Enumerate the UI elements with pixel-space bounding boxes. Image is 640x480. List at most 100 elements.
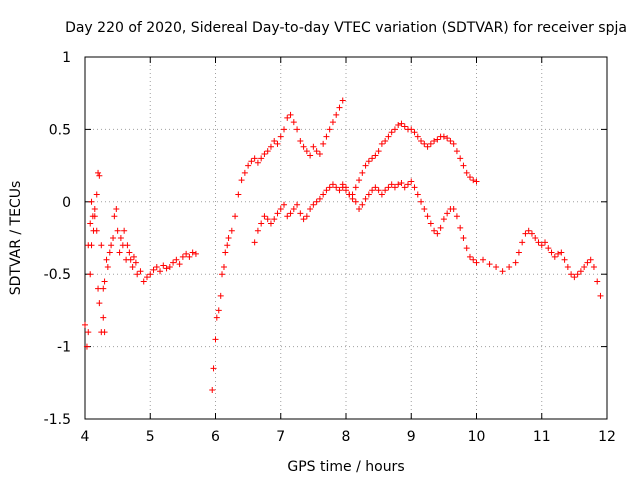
data-point [147, 271, 154, 278]
data-point [418, 198, 425, 205]
data-point [388, 129, 395, 136]
data-point [437, 224, 444, 231]
data-point [339, 97, 346, 104]
data-point [213, 314, 220, 321]
data-point [294, 201, 301, 208]
data-point [127, 256, 134, 263]
data-point [90, 227, 97, 234]
data-point [466, 174, 473, 181]
data-point [153, 263, 160, 270]
data-point [362, 162, 369, 169]
data-point [217, 292, 224, 299]
data-point [254, 227, 261, 234]
data-point [444, 135, 451, 142]
data-point [274, 140, 281, 147]
data-point [329, 181, 336, 188]
data-point [121, 227, 128, 234]
data-point [584, 259, 591, 266]
data-point [137, 268, 144, 275]
data-point [116, 249, 123, 256]
data-point [132, 259, 139, 266]
y-tick-label: 0.5 [49, 122, 71, 138]
data-point [96, 300, 103, 307]
data-point [424, 143, 431, 150]
data-point [108, 242, 115, 249]
data-point [528, 230, 535, 237]
data-point [235, 191, 242, 198]
x-tick-label: 7 [276, 429, 285, 445]
data-point [431, 137, 438, 144]
data-point [313, 198, 320, 205]
data-point [284, 114, 291, 121]
data-point [571, 274, 578, 281]
data-point [245, 162, 252, 169]
data-point [545, 245, 552, 252]
series-segment-lower-arc [251, 178, 604, 299]
data-point [209, 387, 216, 394]
data-point [219, 271, 226, 278]
data-point [134, 271, 141, 278]
data-point [378, 191, 385, 198]
data-point [313, 148, 320, 155]
y-axis-title: SDTVAR / TECUs [8, 181, 24, 296]
data-point [538, 242, 545, 249]
data-point [106, 249, 113, 256]
x-tick-label: 12 [598, 429, 616, 445]
data-point [251, 155, 258, 162]
data-point [519, 239, 526, 246]
data-point [287, 210, 294, 217]
data-point [551, 253, 558, 260]
data-point [100, 285, 107, 292]
data-point [525, 227, 532, 234]
series-segment-upper-arc [339, 120, 480, 198]
x-tick-label: 11 [533, 429, 551, 445]
data-point [179, 253, 186, 260]
data-point [457, 155, 464, 162]
data-point [401, 123, 408, 130]
data-point [431, 227, 438, 234]
data-point [254, 159, 261, 166]
data-point [98, 242, 105, 249]
grid [85, 57, 607, 419]
data-point [215, 307, 222, 314]
data-point [150, 266, 157, 273]
data-point [316, 195, 323, 202]
data-point [581, 263, 588, 270]
data-point [440, 133, 447, 140]
data-point [382, 187, 389, 194]
data-point [160, 262, 167, 269]
data-point [267, 220, 274, 227]
data-point [463, 169, 470, 176]
data-point [414, 191, 421, 198]
x-axis: 4 5 6 7 8 9 10 11 12 [81, 57, 616, 445]
data-point [568, 271, 575, 278]
data-point [166, 263, 173, 270]
data-point [274, 210, 281, 217]
data-point [212, 336, 219, 343]
data-point [421, 140, 428, 147]
data-point [450, 206, 457, 213]
data-point [192, 250, 199, 257]
data-point [594, 278, 601, 285]
data-point [457, 224, 464, 231]
data-point [434, 136, 441, 143]
data-point [251, 239, 258, 246]
data-point [450, 140, 457, 147]
data-point [303, 213, 310, 220]
data-point [271, 137, 278, 144]
data-point [261, 213, 268, 220]
data-point [444, 210, 451, 217]
data-point [473, 259, 480, 266]
data-point [352, 184, 359, 191]
data-point [323, 187, 330, 194]
data-point [224, 242, 231, 249]
data-point [140, 278, 147, 285]
data-point [421, 206, 428, 213]
data-point [271, 216, 278, 223]
data-point [258, 155, 265, 162]
data-point [310, 143, 317, 150]
x-tick-label: 8 [342, 429, 351, 445]
data-point [359, 169, 366, 176]
data-point [352, 198, 359, 205]
data-point [453, 148, 460, 155]
